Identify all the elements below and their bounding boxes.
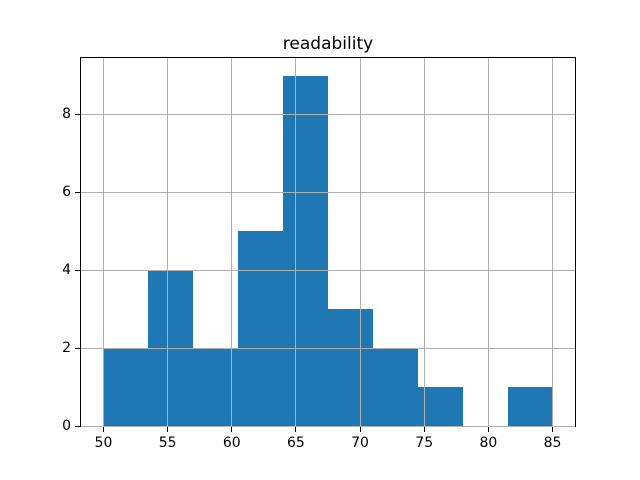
gridline-vertical: [102, 58, 104, 426]
x-axis-tick-label: 65: [287, 435, 305, 451]
histogram-bar: [103, 348, 149, 426]
gridline-vertical: [295, 58, 297, 426]
x-axis-tick-label: 85: [543, 435, 562, 451]
bars-layer: [81, 58, 575, 426]
y-axis-tick: [75, 113, 80, 115]
histogram-bar: [193, 348, 239, 426]
x-axis-tick-label: 80: [479, 435, 498, 451]
gridline-horizontal: [81, 191, 575, 193]
gridline-horizontal: [81, 269, 575, 271]
y-axis-tick-label: 0: [62, 418, 71, 434]
gridline-vertical: [487, 58, 489, 426]
x-axis-tick: [231, 427, 233, 432]
gridline-vertical: [552, 58, 554, 426]
gridline-vertical: [167, 58, 169, 426]
y-axis-tick: [75, 425, 80, 427]
histogram-bar: [417, 387, 463, 426]
y-axis-tick-label: 8: [62, 106, 71, 123]
y-axis-tick: [75, 347, 80, 349]
chart-title: readability: [282, 34, 374, 54]
x-axis-tick-label: 55: [158, 435, 177, 451]
x-axis-tick: [102, 427, 104, 432]
gridline-vertical: [231, 58, 233, 426]
x-axis-tick: [423, 427, 425, 432]
histogram-bar: [372, 348, 418, 426]
histogram-bar: [283, 75, 328, 426]
histogram-bar: [238, 231, 284, 426]
plot-area: [80, 57, 576, 427]
y-axis-tick: [75, 269, 80, 271]
x-axis-tick-label: 75: [415, 435, 434, 451]
x-axis-tick-label: 60: [222, 435, 241, 451]
x-axis-tick: [295, 427, 297, 432]
gridline-vertical: [423, 58, 425, 426]
y-axis-tick-label: 4: [62, 262, 71, 279]
y-axis-tick-label: 2: [62, 340, 71, 357]
x-axis-tick-label: 70: [351, 435, 369, 451]
gridline-horizontal: [81, 347, 575, 349]
x-axis-tick: [552, 427, 554, 432]
histogram-bar: [507, 387, 553, 426]
gridline-horizontal: [81, 113, 575, 115]
y-axis-tick-label: 6: [62, 184, 71, 201]
x-axis-tick-label: 50: [94, 435, 113, 451]
grid-layer: [81, 58, 575, 427]
histogram-bar: [328, 309, 373, 426]
x-axis-tick: [359, 427, 361, 432]
gridline-vertical: [359, 58, 361, 426]
gridline-horizontal: [81, 425, 575, 427]
x-axis-tick: [487, 427, 489, 432]
y-axis-tick: [75, 191, 80, 193]
x-axis-tick: [167, 427, 169, 432]
